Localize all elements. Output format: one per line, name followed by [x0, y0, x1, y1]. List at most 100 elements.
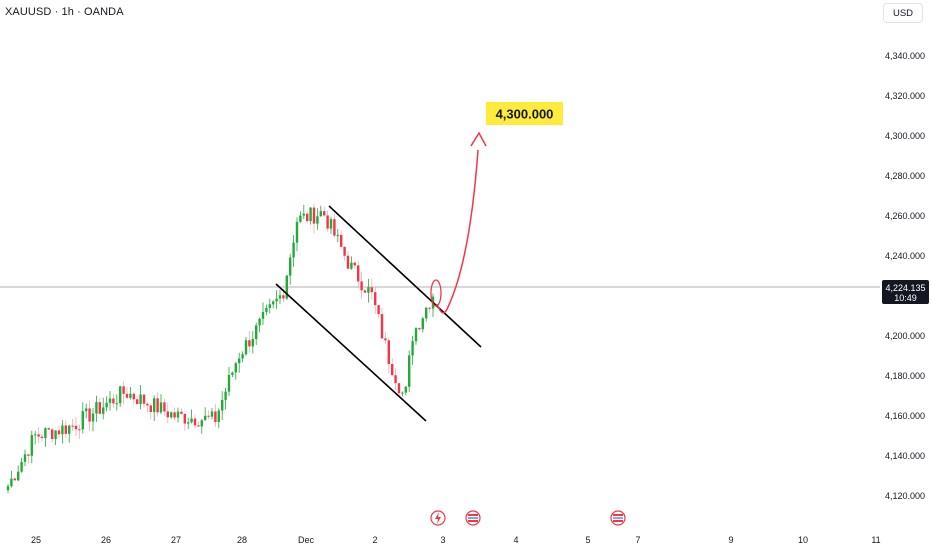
- candle: [251, 331, 254, 354]
- candle: [30, 430, 33, 464]
- candle: [132, 391, 135, 405]
- candle: [44, 427, 47, 447]
- price-tick-label: 4,340.000: [885, 51, 925, 61]
- candle: [377, 304, 380, 318]
- current-price-tag[interactable]: [882, 280, 929, 304]
- candle: [360, 271, 363, 300]
- time-tick-label: 2: [372, 535, 377, 545]
- candle: [408, 350, 411, 393]
- candle: [241, 351, 244, 363]
- candle: [200, 418, 203, 434]
- candle: [363, 288, 367, 293]
- channel-upper-line[interactable]: [328, 205, 482, 348]
- time-tick-label: 25: [31, 535, 41, 545]
- candle: [34, 430, 37, 445]
- candle: [292, 235, 295, 267]
- candle: [54, 430, 57, 445]
- candle: [224, 387, 227, 410]
- time-tick-label: 28: [237, 535, 247, 545]
- lightning-icon[interactable]: [430, 510, 446, 526]
- time-tick-label: 26: [101, 535, 111, 545]
- projection-arrow[interactable]: [436, 149, 479, 314]
- candle: [394, 368, 397, 391]
- candle: [391, 358, 394, 377]
- time-tick-label: 7: [635, 535, 640, 545]
- current-price-value: 4,224.135: [885, 283, 925, 293]
- candle: [146, 401, 149, 413]
- candle: [258, 317, 261, 333]
- candle: [108, 391, 112, 411]
- candle: [17, 465, 20, 482]
- countdown-timer: 10:49: [894, 293, 917, 303]
- candle: [74, 416, 78, 437]
- target-label-box[interactable]: [486, 102, 563, 125]
- candle: [261, 302, 265, 325]
- candle: [119, 385, 122, 407]
- candle: [248, 331, 251, 353]
- candle: [149, 403, 152, 420]
- time-axis[interactable]: 25 26 27 28 Dec 2 3 4 5 7 9 10 11: [31, 535, 881, 545]
- candle: [357, 261, 360, 289]
- candle: [85, 403, 88, 419]
- candle: [142, 394, 146, 408]
- price-tick-label: 4,200.000: [885, 331, 925, 341]
- candle: [309, 207, 312, 225]
- candle: [159, 394, 163, 415]
- candle: [180, 408, 183, 415]
- candle: [112, 393, 115, 408]
- candle: [234, 361, 237, 380]
- price-tick-label: 4,300.000: [885, 131, 925, 141]
- candle: [23, 449, 27, 466]
- price-axis[interactable]: 4,340.000 4,320.000 4,300.000 4,280.000 4,26…: [885, 51, 925, 501]
- time-tick-label: 27: [171, 535, 181, 545]
- price-tick-label: 4,240.000: [885, 251, 925, 261]
- candle: [326, 210, 329, 232]
- time-tick-label: 4: [513, 535, 518, 545]
- candle: [20, 457, 23, 473]
- candle: [350, 256, 353, 270]
- candle: [329, 216, 333, 234]
- candle: [187, 417, 190, 430]
- time-tick-label: 3: [440, 535, 445, 545]
- candle: [122, 381, 125, 404]
- candle: [115, 394, 118, 411]
- flag-icon[interactable]: [465, 510, 481, 526]
- candle: [190, 409, 193, 424]
- candle: [340, 229, 343, 248]
- currency-button[interactable]: USD: [883, 3, 923, 23]
- candle: [295, 217, 299, 252]
- candle: [61, 420, 64, 444]
- symbol-title[interactable]: XAUUSD · 1h · OANDA: [5, 6, 124, 18]
- price-tick-label: 4,280.000: [885, 171, 925, 181]
- candle: [176, 407, 180, 423]
- candle: [91, 408, 95, 432]
- candle: [170, 411, 173, 419]
- time-tick-label: 10: [798, 535, 808, 545]
- candle: [6, 483, 10, 494]
- candle: [306, 211, 309, 224]
- candle: [421, 316, 424, 333]
- candle: [88, 400, 91, 431]
- candle: [227, 366, 231, 396]
- channel-lower-line[interactable]: [275, 283, 427, 422]
- candle: [231, 371, 234, 378]
- time-tick-label: 5: [585, 535, 590, 545]
- candle: [193, 414, 197, 428]
- candle: [312, 204, 316, 234]
- candle: [156, 392, 159, 417]
- candle: [95, 395, 98, 422]
- candle: [238, 352, 241, 373]
- candle: [27, 454, 30, 464]
- price-tick-label: 4,320.000: [885, 91, 925, 101]
- price-tick-label: 4,140.000: [885, 451, 925, 461]
- flag-icon[interactable]: [610, 510, 626, 526]
- arrow-head: [470, 131, 487, 147]
- breakout-marker[interactable]: [430, 279, 442, 307]
- candle: [10, 470, 13, 488]
- candle: [404, 386, 407, 396]
- candle: [153, 395, 156, 422]
- candle: [81, 402, 84, 434]
- candle: [78, 424, 81, 440]
